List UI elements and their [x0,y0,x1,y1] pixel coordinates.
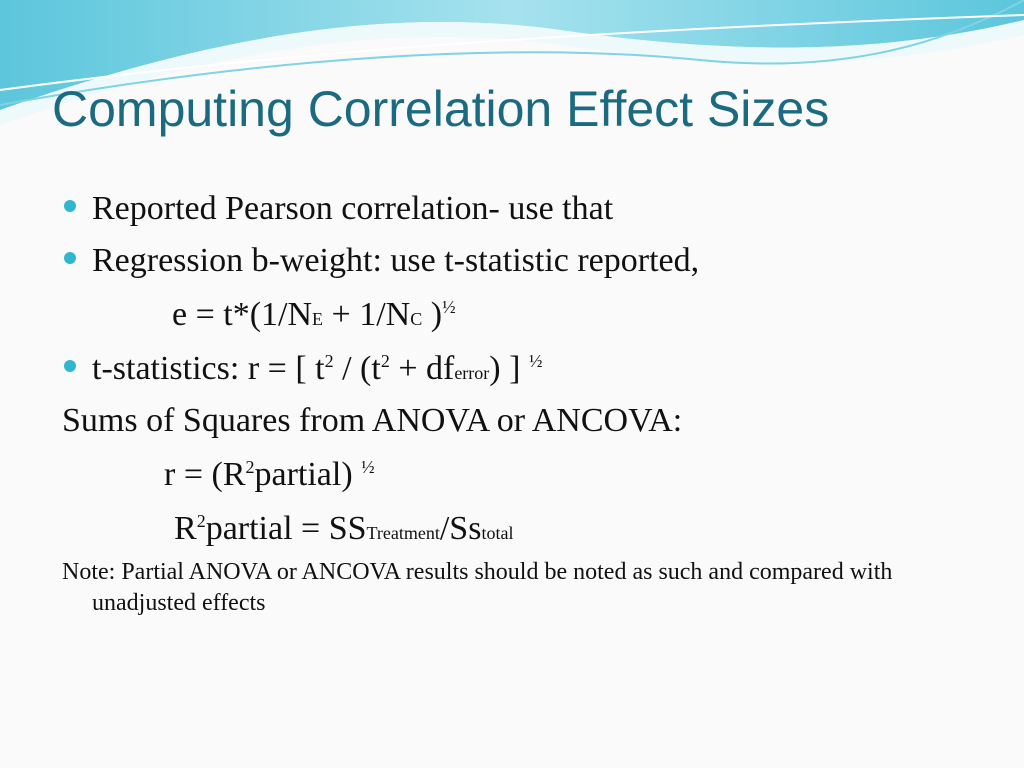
formula-sup: 2 [196,511,206,531]
formula: e = t*(1/NE + 1/NC )½ [172,298,456,332]
formula-part: r = (R [164,456,246,493]
formula-sup: ½ [528,351,543,371]
formula-part: t-statistics: r = [ t [92,350,325,387]
formula-sup: 2 [245,457,255,477]
formula: R2partial = SSTreatment/Sstotal [174,512,513,546]
formula-part: partial) [254,456,362,493]
bullet-text: Reported Pearson correlation- use that [92,190,614,227]
bullet-text: Regression b-weight: use t-statistic rep… [92,242,700,279]
formula-sup: 2 [380,351,390,371]
header-wave [0,0,1024,125]
formula-part: + df [389,350,455,387]
formula-part: / (t [333,350,381,387]
formula-sub: E [312,309,324,329]
formula-sup: ½ [361,457,375,477]
formula-part: ) [422,296,443,333]
formula: r = (R2partial) ½ [164,458,375,492]
formula-part: /Ss [439,510,482,547]
bullet-dot [64,252,76,264]
formula-sup: 2 [324,351,334,371]
formula-part: R [174,510,197,547]
bullet-dot [64,360,76,372]
formula-part: + 1/N [323,296,411,333]
formula-sub: error [454,363,490,383]
bullet-dot [64,200,76,212]
formula-part: partial = SS [205,510,367,547]
formula-sub: total [481,523,514,543]
formula-sub: C [410,309,423,329]
formula-sup: ½ [442,297,456,317]
bullet-text: t-statistics: r = [ t2 / (t2 + dferror) … [92,352,542,386]
formula-part: e = t*(1/N [172,296,313,333]
slide-title: Computing Correlation Effect Sizes [52,81,830,137]
heading: Sums of Squares from ANOVA or ANCOVA: [62,402,683,439]
formula-sub: Treatment [366,523,440,543]
formula-part: ) ] [489,350,529,387]
note: Note: Partial ANOVA or ANCOVA results sh… [62,559,893,616]
